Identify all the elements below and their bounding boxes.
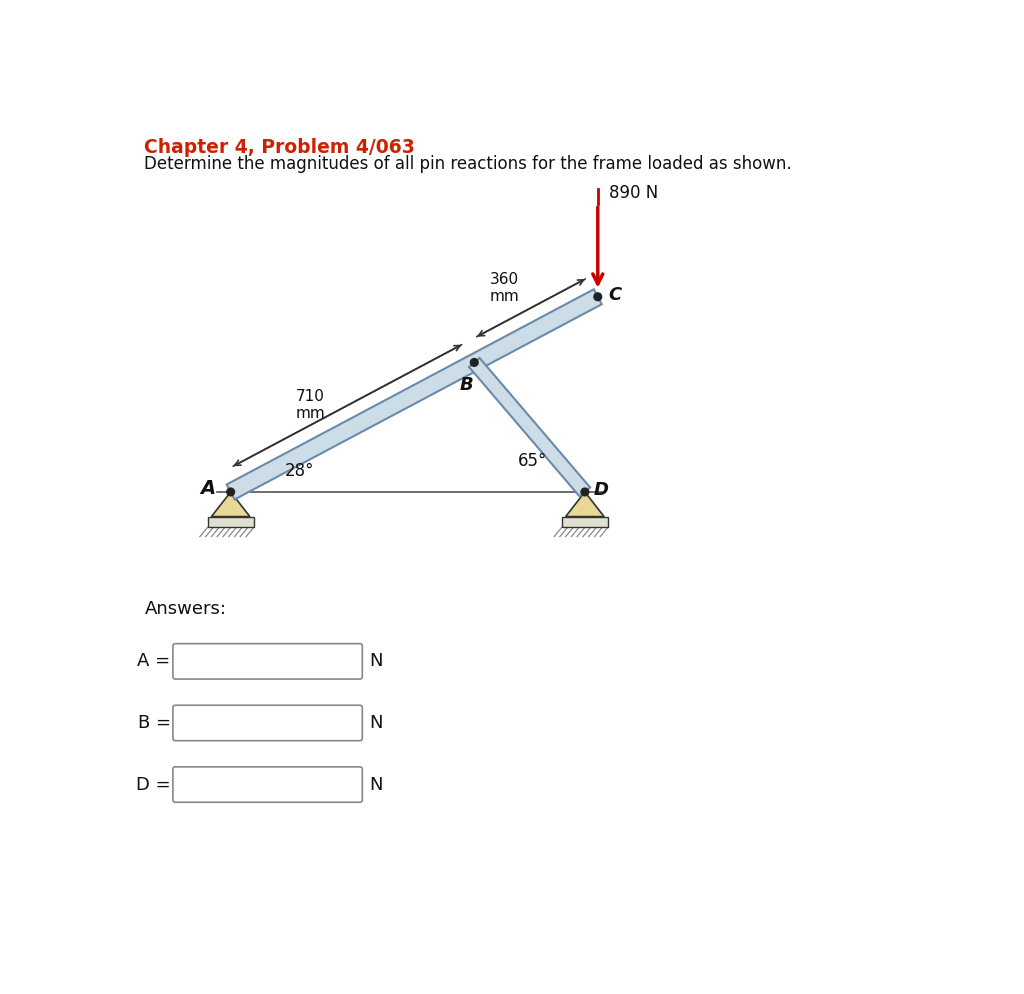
Text: Determine the magnitudes of all pin reactions for the frame loaded as shown.: Determine the magnitudes of all pin reac…	[144, 155, 792, 173]
Text: C: C	[608, 286, 622, 304]
Text: B: B	[460, 377, 473, 395]
Text: 28°: 28°	[286, 461, 314, 480]
Polygon shape	[469, 358, 590, 496]
Bar	[562, 517, 608, 528]
Text: 65°: 65°	[518, 452, 547, 470]
FancyBboxPatch shape	[173, 766, 362, 802]
Text: D: D	[594, 481, 609, 499]
Text: Answers:: Answers:	[144, 599, 226, 617]
Circle shape	[226, 488, 234, 496]
Text: 360
mm: 360 mm	[489, 272, 519, 304]
Text: N: N	[370, 652, 383, 670]
Circle shape	[594, 293, 602, 300]
Text: A =: A =	[137, 652, 171, 670]
Text: N: N	[370, 714, 383, 732]
Text: B =: B =	[137, 714, 171, 732]
FancyBboxPatch shape	[173, 706, 362, 741]
Text: A: A	[200, 479, 215, 498]
Text: 710
mm: 710 mm	[295, 389, 325, 421]
Circle shape	[581, 488, 589, 496]
Circle shape	[470, 359, 478, 366]
Text: 890 N: 890 N	[608, 184, 657, 202]
Polygon shape	[226, 289, 602, 499]
Polygon shape	[565, 492, 604, 517]
Text: D =: D =	[136, 775, 171, 793]
Bar	[208, 517, 254, 528]
Text: Chapter 4, Problem 4/063: Chapter 4, Problem 4/063	[144, 138, 416, 157]
Text: N: N	[370, 775, 383, 793]
FancyBboxPatch shape	[173, 644, 362, 679]
Polygon shape	[211, 492, 250, 517]
